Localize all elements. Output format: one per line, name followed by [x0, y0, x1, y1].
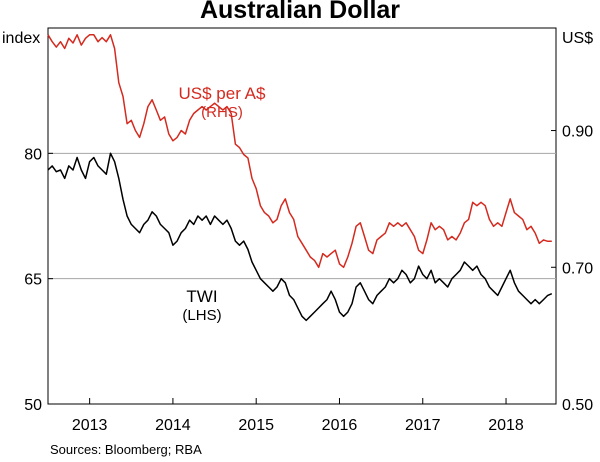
right-tick-label: 0.70 [562, 260, 593, 277]
left-axis-unit: index [2, 30, 40, 47]
x-tick-label: 2017 [405, 417, 441, 434]
plot-frame [47, 27, 557, 405]
x-axis-ticks: 2013 2014 2015 2016 2017 2018 [72, 398, 524, 434]
x-tick-label: 2014 [155, 417, 191, 434]
left-tick-label: 50 [24, 397, 42, 414]
x-tick-label: 2016 [322, 417, 358, 434]
source-note: Sources: Bloomberg; RBA [50, 442, 202, 457]
usd-series-axis-note: (RHS) [201, 104, 243, 121]
x-tick-label: 2015 [238, 417, 274, 434]
y-axis-ticks: 50 65 80 0.50 0.70 0.90 [24, 124, 593, 414]
usd-series-label: US$ per A$ [179, 84, 266, 103]
x-tick-label: 2013 [72, 417, 108, 434]
series-line-twi [47, 152, 553, 322]
chart-title: Australian Dollar [199, 0, 401, 24]
twi-series-axis-note: (LHS) [182, 307, 221, 324]
right-tick-label: 0.90 [562, 124, 593, 141]
series-lines [47, 34, 553, 322]
right-axis-unit: US$ [562, 30, 593, 47]
left-tick-label: 80 [24, 146, 42, 163]
gridlines [48, 152, 556, 280]
series-line-usd-per-aud [47, 34, 552, 269]
left-tick-label: 65 [24, 272, 42, 289]
twi-series-label: TWI [186, 287, 217, 306]
x-tick-label: 2018 [488, 417, 524, 434]
right-tick-label: 0.50 [562, 397, 593, 414]
